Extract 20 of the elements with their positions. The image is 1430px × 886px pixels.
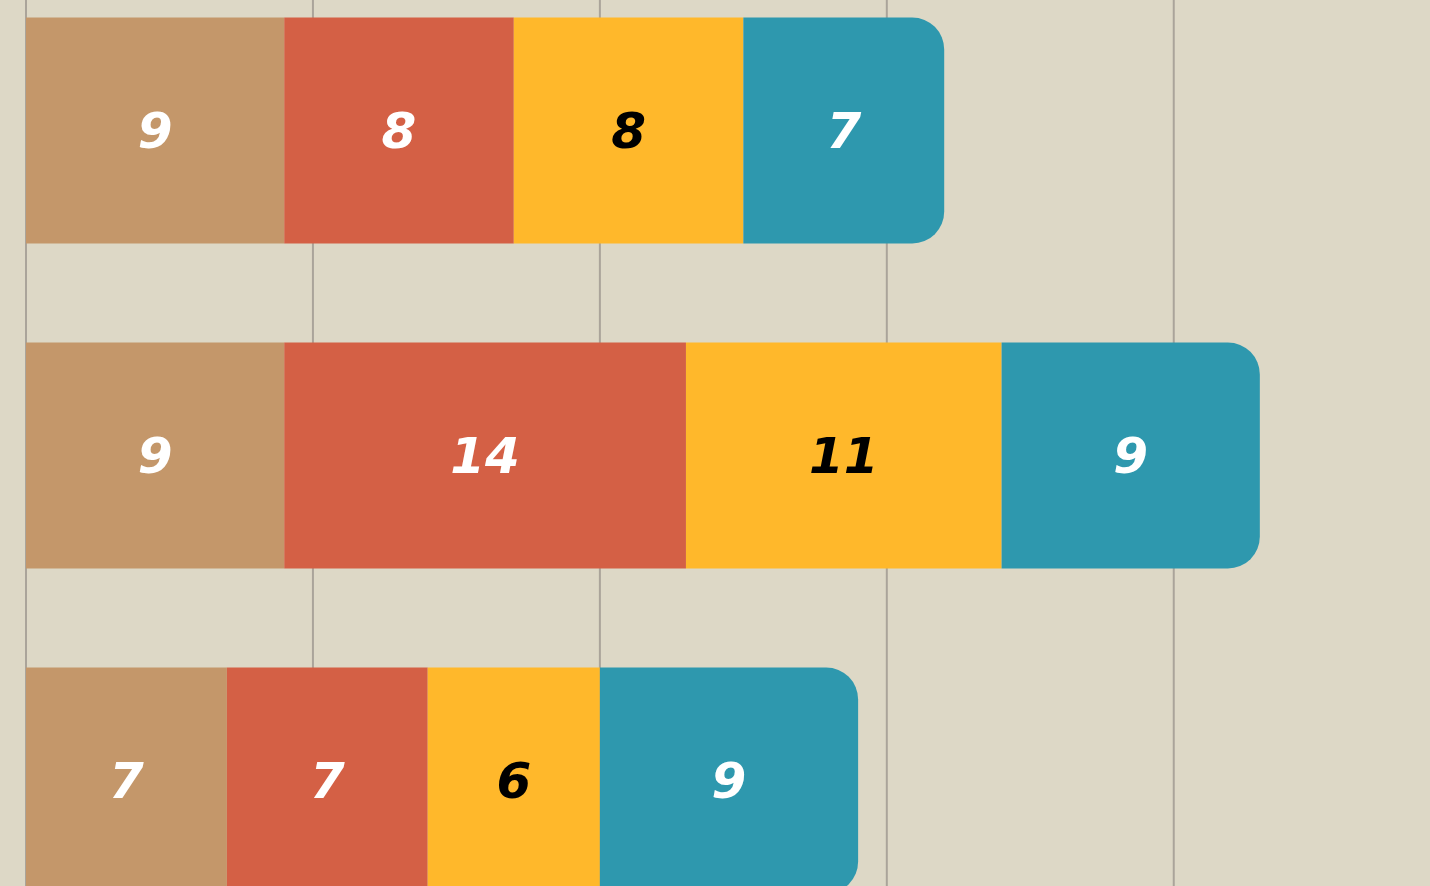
- bar: [26, 17, 285, 243]
- data-label: 9: [137, 101, 173, 160]
- data-label: 7: [109, 751, 145, 810]
- bar: [26, 342, 285, 568]
- data-label: 9: [1113, 426, 1149, 485]
- data-label: 7: [309, 751, 345, 810]
- bar: [685, 342, 1002, 568]
- data-label: 8: [611, 101, 646, 160]
- data-label: 9: [137, 426, 173, 485]
- data-label: 9: [711, 751, 747, 810]
- data-label: 11: [808, 426, 879, 485]
- bar: [513, 17, 744, 243]
- data-label: 14: [450, 426, 520, 485]
- bar: [284, 17, 514, 243]
- data-label: 6: [496, 751, 532, 810]
- data-label: 7: [826, 101, 862, 160]
- bar: [743, 17, 945, 243]
- bar: [1001, 342, 1260, 568]
- data-label: 8: [381, 101, 417, 160]
- bar: [284, 342, 686, 568]
